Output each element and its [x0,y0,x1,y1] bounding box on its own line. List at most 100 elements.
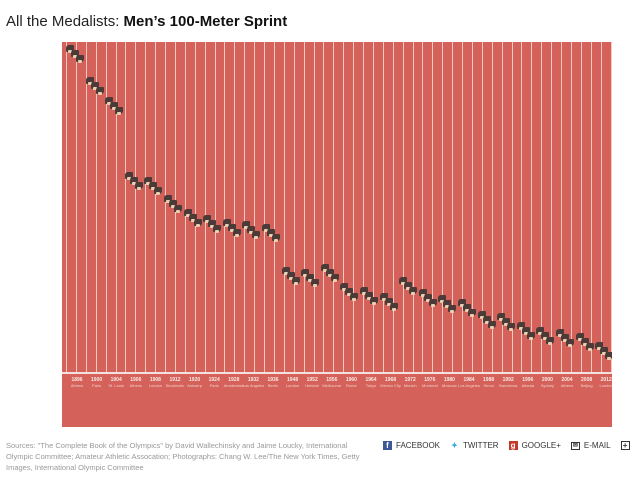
more-share-button[interactable]: + [620,441,630,450]
medalist-photo [600,347,609,355]
facebook-button[interactable]: f FACEBOOK [383,441,440,450]
lane-line [165,42,166,372]
lane-line [75,42,77,372]
games-label: 1906 Athens [125,377,147,388]
games-year: 1936 [267,377,279,383]
games-label: 1920 Antwerp [184,377,206,388]
facebook-label: FACEBOOK [396,441,441,450]
medalist-photo [507,323,516,331]
medalist-photo [90,82,99,90]
games-year: 2000 [541,377,553,383]
medalist-photo [541,332,550,340]
medalist-photo [365,292,373,300]
medalist-photo [311,279,320,287]
games-year: 2008 [581,377,593,383]
games-city: London [599,383,613,388]
medalist-photo [379,293,388,301]
lane-line [234,42,236,372]
lane-line [551,42,553,372]
medalist-photo [468,309,476,317]
medalist-photo [526,332,535,340]
games-year: 1900 [91,377,103,383]
games-label: 1996 Atlanta [517,377,539,388]
google-plus-button[interactable]: g GOOGLE+ [508,441,561,450]
medalist-photo [154,187,163,195]
medalist-photo [306,274,315,282]
games-year: 1912 [169,377,181,383]
lane-line [244,42,246,372]
medalist-photo [325,269,334,277]
games-year: 1964 [365,377,377,383]
games-label: 2000 Sydney [536,377,558,388]
lane-line [610,42,612,372]
medalist-photo [286,272,295,280]
medalist-photo [164,195,172,203]
games-year: 1908 [149,377,161,383]
lane-line [273,42,275,372]
games-label: 1992 Barcelona [497,377,519,388]
medalist-photo [516,322,525,330]
lane-line [343,42,345,372]
medalist-photo [193,219,202,227]
games-year: 1984 [463,377,475,383]
games-city: Los Angeles [458,383,480,388]
games-city: Beijing [580,383,593,388]
medalist-photo [418,289,427,297]
lane-line [353,42,355,372]
lane-line [491,42,493,372]
medalist-photo [208,220,217,228]
medalist-photo [203,215,212,223]
games-city: Sydney [540,383,555,388]
games-label: 2008 Beijing [576,377,598,388]
games-city: Moscow [442,383,457,388]
games-year: 1980 [443,377,455,383]
medalist-photo [536,327,545,335]
email-button[interactable]: ✉ E-MAIL [570,441,611,450]
lane-line [125,42,127,372]
games-year: 1904 [110,377,122,383]
finish-line [62,372,612,374]
lane-line [264,42,265,372]
games-year: 1924 [208,377,220,383]
games-label: 1932 Los Angeles [242,377,264,388]
games-year: 1992 [502,377,514,383]
lane-line [521,42,523,372]
lane-line [511,42,513,372]
games-year: 2012 [600,377,612,383]
games-label: 2012 London [595,377,613,388]
games-city: Antwerp [187,383,202,388]
twitter-icon: ✦ [451,441,458,450]
lane-line [283,42,285,372]
medalist-photo [580,338,589,346]
medalist-photo [76,55,84,63]
medalist-photo [66,45,74,53]
medalist-photo [384,298,393,306]
lane-line [561,42,562,372]
medalist-photo [409,287,418,295]
medalist-photo [561,334,569,342]
sources-note: Sources: "The Complete Book of the Olymp… [6,441,360,472]
lane-line [224,42,226,372]
lane-line [145,42,147,372]
medalist-photo [389,303,398,311]
medalist-photo [556,329,564,337]
twitter-button[interactable]: ✦ TWITTER [450,441,498,450]
medalist-photo [370,297,378,305]
title-main: Men’s 100-Meter Sprint [123,13,288,30]
medalist-photo [222,219,231,227]
lane-line [481,42,483,372]
games-label: 1956 Melbourne [321,377,343,388]
lane-line [184,42,186,372]
lane-line [570,42,572,372]
medalist-photo [404,282,413,290]
games-year: 1920 [189,377,201,383]
medalist-photo [458,299,466,307]
lane-line [471,42,473,372]
medalist-photo [546,337,555,345]
medalist-photo [252,231,261,239]
medalist-photo [169,200,177,208]
medalist-photo [350,293,359,301]
medalist-photo [360,287,368,295]
games-city: Montreal [422,383,438,388]
games-city: Atlanta [521,383,535,388]
